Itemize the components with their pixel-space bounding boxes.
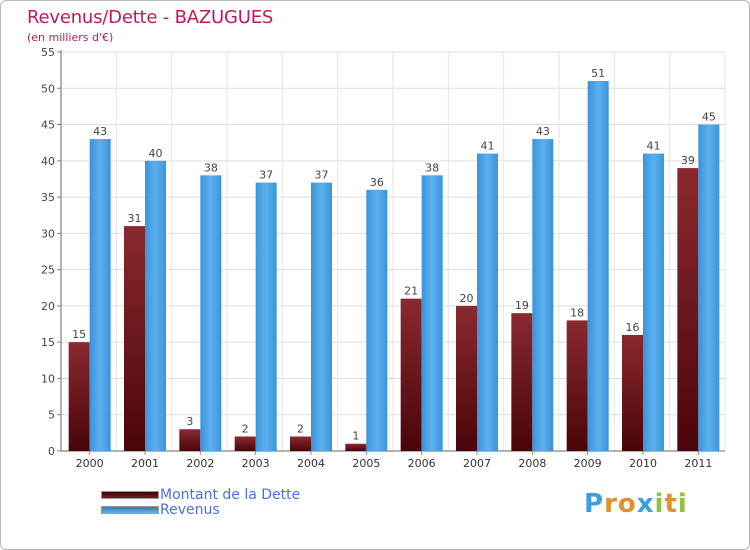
data-label-revenue: 37 <box>259 169 273 182</box>
data-label-revenue: 40 <box>149 147 163 160</box>
bar-revenue <box>311 182 332 451</box>
bar-revenue <box>477 153 498 451</box>
logo-letter: i <box>654 489 665 519</box>
bar-revenue <box>89 139 111 451</box>
bar-debt <box>179 429 201 451</box>
y-tick-label: 50 <box>41 82 55 95</box>
legend-item-debt: Montant de la Dette <box>101 488 300 502</box>
bar-debt <box>511 313 533 451</box>
bar-revenue <box>587 81 609 451</box>
chart-title: Revenus/Dette - BAZUGUES <box>27 7 274 28</box>
x-tick-label: 2001 <box>131 457 159 470</box>
y-tick-label: 45 <box>41 119 55 132</box>
data-label-debt: 16 <box>626 321 640 334</box>
legend-label-debt: Montant de la Dette <box>160 487 301 503</box>
bar-debt <box>290 436 311 451</box>
x-tick-label: 2011 <box>684 457 712 470</box>
bar-revenue <box>145 160 166 451</box>
bar-debt <box>124 226 145 451</box>
y-tick-label: 25 <box>41 264 55 277</box>
y-tick-label: 0 <box>48 445 55 458</box>
bar-debt <box>566 320 588 451</box>
legend-label-revenue: Revenus <box>160 502 220 518</box>
bar-revenue <box>698 124 720 451</box>
bar-debt <box>456 305 477 451</box>
legend-swatch-revenue <box>101 506 159 514</box>
bar-revenue <box>532 139 554 451</box>
logo-letter: P <box>584 489 605 519</box>
x-tick-label: 2010 <box>629 457 657 470</box>
data-label-debt: 18 <box>570 306 584 319</box>
y-tick-label: 10 <box>41 372 55 385</box>
logo-letter: o <box>617 489 637 519</box>
data-label-debt: 2 <box>242 422 249 435</box>
bar-debt <box>400 298 422 451</box>
x-tick-label: 2005 <box>352 457 380 470</box>
logo-letter: t <box>664 489 678 519</box>
y-tick-label: 20 <box>41 300 55 313</box>
data-label-revenue: 43 <box>93 125 107 138</box>
data-label-debt: 21 <box>404 285 418 298</box>
x-tick-label: 2008 <box>518 457 546 470</box>
bar-revenue <box>643 153 664 451</box>
bar-debt <box>622 334 643 451</box>
x-tick-label: 2004 <box>297 457 325 470</box>
data-label-debt: 20 <box>460 292 474 305</box>
x-tick-label: 2002 <box>186 457 214 470</box>
data-label-revenue: 41 <box>481 140 495 153</box>
data-label-revenue: 36 <box>370 176 384 189</box>
bar-debt <box>234 436 256 451</box>
bar-revenue <box>366 189 388 451</box>
data-label-debt: 39 <box>681 154 695 167</box>
legend-swatch-debt <box>101 491 159 499</box>
y-tick-label: 55 <box>41 46 55 59</box>
x-tick-label: 2009 <box>574 457 602 470</box>
bar-revenue <box>421 175 443 451</box>
data-label-debt: 2 <box>297 422 304 435</box>
data-label-debt: 31 <box>128 212 142 225</box>
x-tick-label: 2006 <box>408 457 436 470</box>
data-label-revenue: 45 <box>702 111 716 124</box>
y-tick-label: 40 <box>41 155 55 168</box>
proxiti-logo: Proxiti <box>584 489 688 519</box>
data-label-revenue: 41 <box>647 140 661 153</box>
data-label-debt: 1 <box>352 430 359 443</box>
x-tick-label: 2000 <box>76 457 104 470</box>
data-label-revenue: 38 <box>204 161 218 174</box>
logo-letter: i <box>677 489 688 519</box>
data-label-revenue: 37 <box>315 169 329 182</box>
x-tick-label: 2003 <box>242 457 270 470</box>
y-tick-label: 30 <box>41 227 55 240</box>
logo-letter: r <box>604 489 618 519</box>
logo-letter: x <box>636 489 655 519</box>
bar-revenue <box>200 175 222 451</box>
legend-item-revenue: Revenus <box>101 503 220 517</box>
y-tick-label: 5 <box>48 409 55 422</box>
data-label-revenue: 38 <box>425 161 439 174</box>
data-label-debt: 19 <box>515 299 529 312</box>
y-tick-label: 15 <box>41 336 55 349</box>
data-label-revenue: 43 <box>536 125 550 138</box>
data-label-debt: 3 <box>186 415 193 428</box>
x-tick-label: 2007 <box>463 457 491 470</box>
y-tick-label: 35 <box>41 191 55 204</box>
chart-subtitle: (en milliers d'€) <box>27 31 114 44</box>
bar-debt <box>68 342 90 451</box>
bar-debt <box>345 443 367 451</box>
data-label-revenue: 51 <box>591 67 605 80</box>
data-label-debt: 15 <box>72 328 86 341</box>
bar-debt <box>677 168 699 451</box>
bar-revenue <box>255 182 277 451</box>
